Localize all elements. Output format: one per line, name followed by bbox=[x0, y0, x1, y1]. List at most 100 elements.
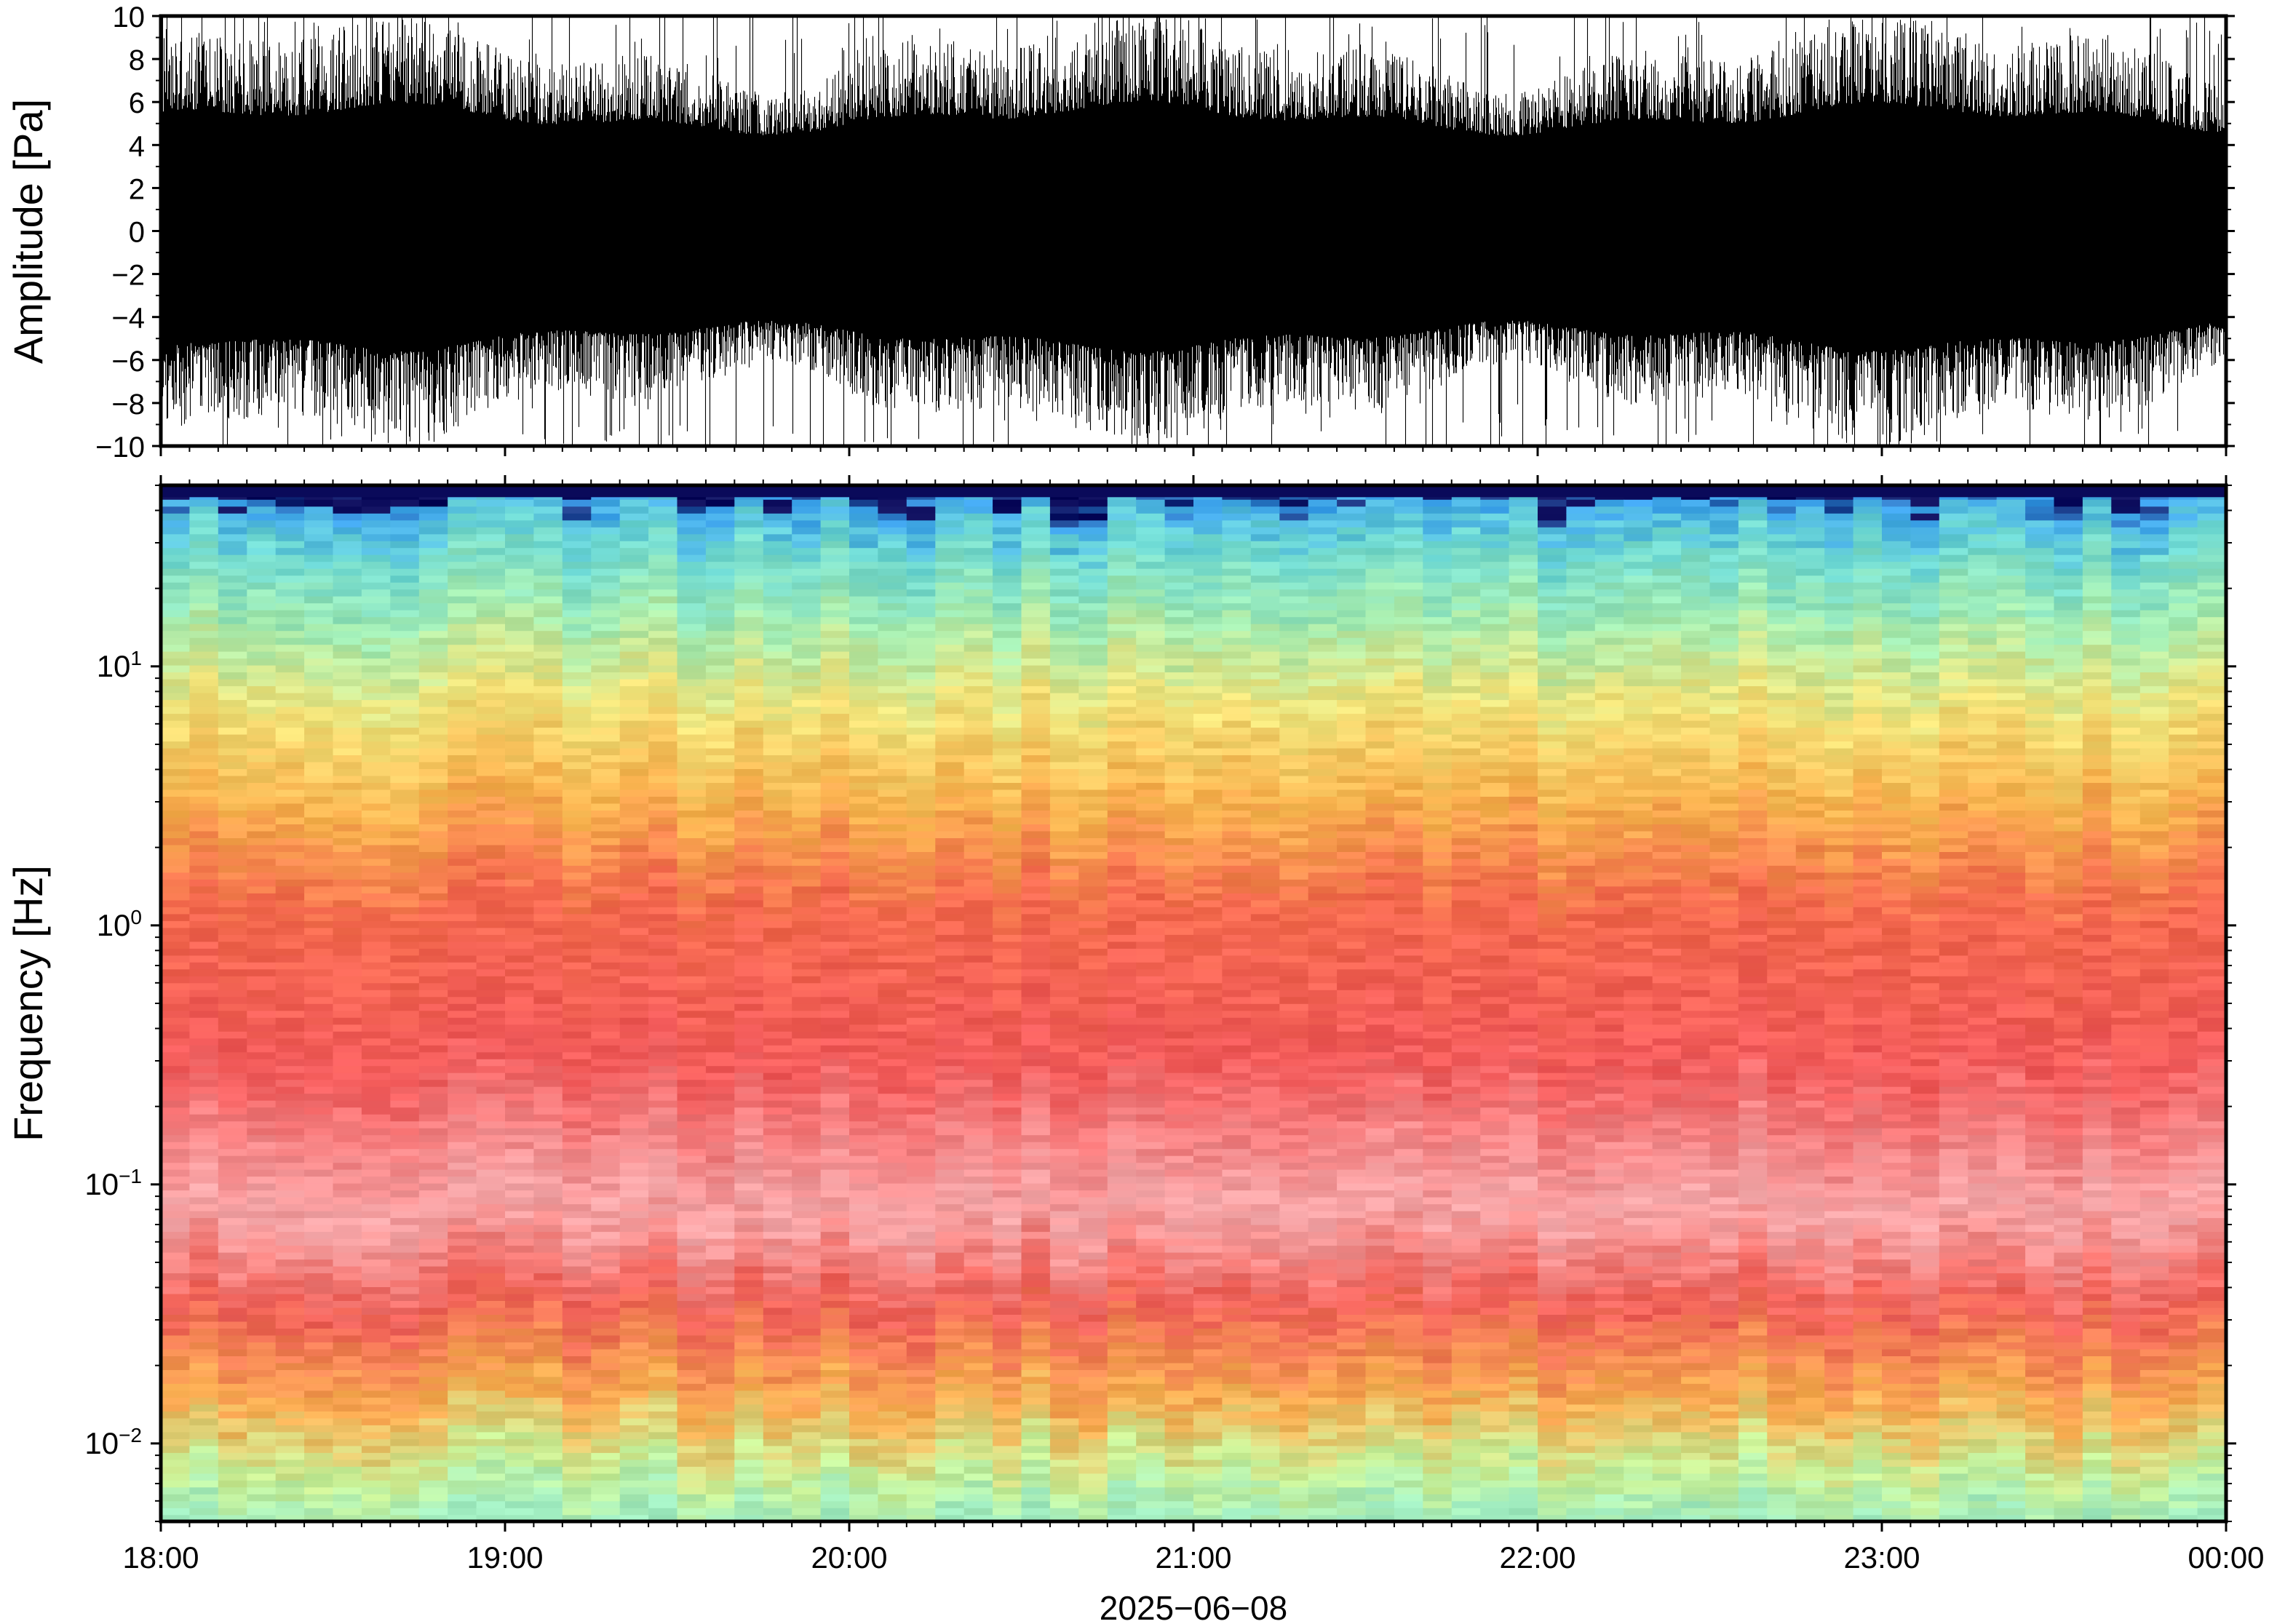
spectrogram-cell bbox=[304, 1383, 334, 1391]
spectrogram-cell bbox=[792, 1107, 822, 1115]
spectrogram-cell bbox=[505, 1404, 535, 1412]
spectrogram-cell bbox=[304, 768, 334, 776]
spectrogram-cell bbox=[448, 1307, 477, 1315]
spectrogram-cell bbox=[963, 499, 993, 507]
spectrogram-cell bbox=[161, 650, 191, 659]
spectrogram-cell bbox=[333, 1445, 362, 1453]
spectrogram-cell bbox=[619, 1169, 649, 1177]
spectrogram-cell bbox=[820, 1141, 850, 1150]
spectrogram-cell bbox=[591, 865, 621, 873]
spectrogram-cell bbox=[734, 499, 764, 507]
spectrogram-cell bbox=[562, 1438, 592, 1446]
spectrogram-cell bbox=[705, 1086, 736, 1094]
spectrogram-cell bbox=[820, 775, 850, 783]
spectrogram-cell bbox=[1021, 1466, 1051, 1474]
spectrogram-cell bbox=[1021, 927, 1051, 935]
spectrogram-cell bbox=[705, 1494, 736, 1502]
spectrogram-cell bbox=[247, 865, 277, 873]
spectrogram-cell bbox=[906, 1182, 936, 1191]
spectrogram-cell bbox=[1021, 851, 1051, 859]
spectrogram-cell bbox=[562, 810, 592, 818]
spectrogram-cell bbox=[275, 1321, 305, 1329]
spectrogram-cell bbox=[677, 644, 707, 652]
spectrogram-cell bbox=[189, 1445, 219, 1453]
spectrogram-cell bbox=[935, 837, 965, 845]
spectrogram-cell bbox=[820, 1431, 850, 1439]
spectrogram-cell bbox=[792, 1099, 822, 1108]
spectrogram-cell bbox=[763, 1231, 792, 1239]
spectrogram-cell bbox=[275, 1397, 305, 1405]
spectrogram-cell bbox=[705, 1466, 736, 1474]
spectrogram-cell bbox=[448, 630, 477, 638]
spectrogram-cell bbox=[993, 1307, 1022, 1315]
spectrogram-cell bbox=[849, 637, 879, 645]
spectrogram-cell bbox=[591, 955, 621, 963]
spectrogram-cell bbox=[304, 1051, 334, 1059]
spectrogram-cell bbox=[619, 1314, 649, 1322]
spectrogram-cell bbox=[275, 733, 305, 742]
spectrogram-cell bbox=[218, 1003, 247, 1011]
spectrogram-cell bbox=[935, 1086, 965, 1094]
spectrogram-cell bbox=[906, 1210, 936, 1219]
spectrogram-cell bbox=[820, 623, 850, 632]
spectrogram-cell bbox=[189, 851, 219, 859]
spectrogram-cell bbox=[792, 1321, 822, 1329]
spectrogram-cell bbox=[677, 1466, 707, 1474]
spectrogram-cell bbox=[505, 1196, 535, 1205]
spectrogram-cell bbox=[820, 1494, 850, 1502]
spectrogram-cell bbox=[304, 982, 334, 990]
spectrogram-cell bbox=[648, 1141, 678, 1150]
spectrogram-cell bbox=[161, 955, 191, 963]
spectrogram-cell bbox=[189, 616, 219, 624]
spectrogram-cell bbox=[390, 1286, 420, 1294]
spectrogram-cell bbox=[218, 540, 247, 549]
spectrogram-cell bbox=[591, 1058, 621, 1067]
spectrogram-cell bbox=[648, 554, 678, 562]
spectrogram-cell bbox=[849, 1245, 879, 1253]
spectrogram-cell bbox=[906, 1010, 936, 1018]
spectrogram-cell bbox=[677, 1251, 707, 1260]
spectrogram-cell bbox=[705, 1397, 736, 1405]
spectrogram-cell bbox=[161, 1051, 191, 1059]
spectrogram-cell bbox=[361, 720, 392, 728]
spectrogram-cell bbox=[591, 1190, 621, 1198]
spectrogram-cell bbox=[218, 1121, 247, 1129]
spectrogram-cell bbox=[1049, 1065, 1080, 1073]
spectrogram-cell bbox=[705, 830, 736, 838]
spectrogram-cell bbox=[476, 941, 506, 949]
spectrogram-cell bbox=[677, 1348, 707, 1356]
spectrogram-cell bbox=[304, 996, 334, 1004]
spectrogram-cell bbox=[189, 927, 219, 935]
spectrogram-cell bbox=[1021, 1369, 1051, 1377]
spectrogram-cell bbox=[619, 658, 649, 666]
spectrogram-cell bbox=[963, 554, 993, 562]
spectrogram-cell bbox=[476, 581, 506, 590]
spectrogram-cell bbox=[275, 1459, 305, 1467]
spectrogram-cell bbox=[275, 1245, 305, 1253]
spectrogram-cell bbox=[792, 1169, 822, 1177]
spectrogram-cell bbox=[333, 1251, 362, 1260]
spectrogram-cell bbox=[247, 1390, 277, 1398]
spectrogram-cell bbox=[648, 1404, 678, 1412]
spectrogram-cell bbox=[935, 499, 965, 507]
spectrogram-cell bbox=[849, 741, 879, 749]
spectrogram-cell bbox=[734, 506, 764, 514]
spectrogram-cell bbox=[648, 1251, 678, 1260]
spectrogram-cell bbox=[533, 1003, 563, 1011]
spectrogram-cell bbox=[906, 575, 936, 583]
spectrogram-cell bbox=[275, 513, 305, 521]
spectrogram-cell bbox=[906, 630, 936, 638]
spectrogram-cell bbox=[1049, 1473, 1080, 1481]
spectrogram-cell bbox=[247, 678, 277, 687]
spectrogram-cell bbox=[763, 1121, 792, 1129]
spectrogram-cell bbox=[505, 733, 535, 742]
spectrogram-cell bbox=[849, 713, 879, 721]
spectrogram-cell bbox=[705, 1328, 736, 1336]
spectrogram-cell bbox=[304, 1155, 334, 1163]
spectrogram-cell bbox=[963, 527, 993, 535]
spectrogram-cell bbox=[218, 1480, 247, 1488]
spectrogram-cell bbox=[247, 672, 277, 680]
spectrogram-cell bbox=[218, 768, 247, 776]
spectrogram-cell bbox=[591, 1217, 621, 1225]
